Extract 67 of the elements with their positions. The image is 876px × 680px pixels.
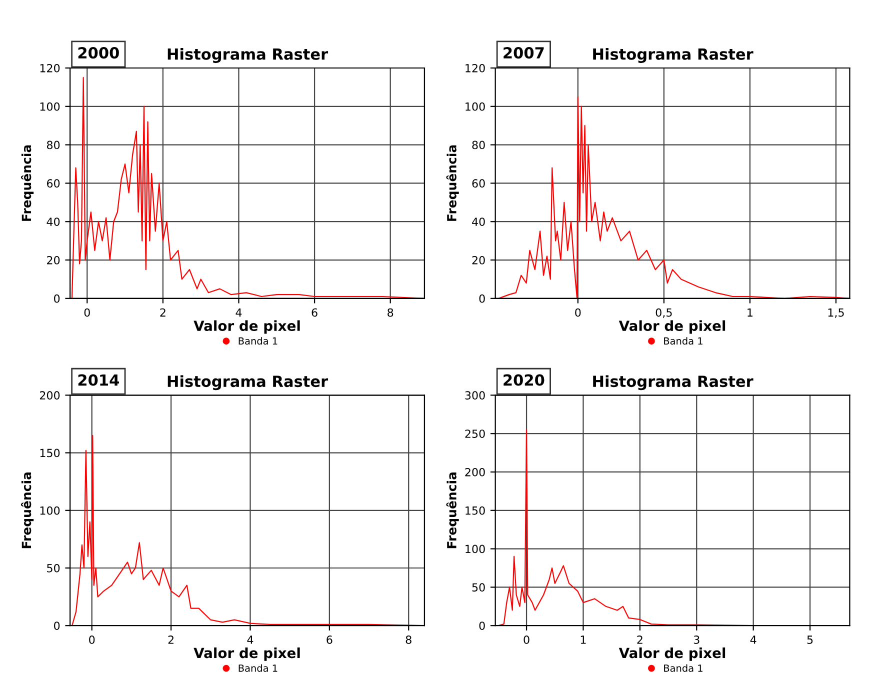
y-tick-label: 200 — [40, 391, 60, 400]
chart-title: Histograma Raster — [168, 48, 328, 63]
x-axis-title: Valor de pixel — [194, 320, 300, 334]
x-tick-label: 2 — [168, 636, 174, 644]
y-tick-label: 0 — [54, 622, 60, 630]
y-axis-title: Frequência — [446, 145, 459, 221]
y-tick-label: 150 — [40, 448, 60, 458]
x-tick-label: 0 — [84, 308, 90, 317]
x-tick-label: 1 — [748, 308, 752, 317]
y-tick-label: 0 — [479, 294, 485, 303]
y-tick-label: 20 — [47, 256, 60, 264]
y-tick-label: 300 — [465, 391, 485, 400]
text: 2007 — [504, 47, 544, 59]
x-tick-label: 4 — [247, 636, 254, 644]
y-tick-label: 50 — [47, 564, 60, 572]
x-axis-title: Valor de pixel — [618, 647, 726, 661]
x-tick-label: 0 — [524, 636, 530, 644]
text: 2020 — [504, 374, 544, 386]
y-tick-label: 0 — [479, 622, 485, 630]
x-tick-label: 4 — [750, 636, 756, 644]
legend-label: Banda 1 — [664, 664, 702, 672]
x-tick-label: 8 — [406, 636, 412, 644]
x-axis-title: Valor de pixel — [618, 320, 726, 334]
x-tick-label: 3 — [694, 636, 700, 644]
y-axis-title: Frequência — [20, 145, 34, 221]
y-tick-label: 40 — [46, 218, 60, 226]
x-tick-label: 5 — [807, 636, 813, 644]
x-tick-label: 6 — [326, 636, 332, 644]
y-tick-label: 100 — [466, 544, 485, 554]
y-tick-label: 100 — [466, 102, 485, 111]
y-tick-label: 100 — [40, 506, 60, 515]
x-tick-label: 1,5 — [828, 308, 844, 318]
x-axis-title: Valor de pixel — [194, 647, 300, 661]
x-tick-label: 0 — [89, 636, 95, 644]
legend-label: Banda 1 — [238, 337, 278, 345]
y-tick-label: 0 — [54, 294, 60, 303]
x-tick-label: 2 — [637, 636, 642, 644]
y-tick-label: 50 — [472, 583, 485, 592]
chart-title: Histograma Raster — [168, 375, 328, 390]
x-tick-label: 0 — [575, 308, 581, 317]
y-tick-label: 250 — [465, 430, 485, 438]
chart-title: Histograma Raster — [593, 48, 754, 63]
x-tick-label: 0,5 — [656, 308, 672, 318]
y-tick-label: 150 — [466, 506, 485, 515]
x-tick-label: 1 — [580, 636, 586, 644]
y-tick-label: 60 — [46, 179, 60, 188]
x-tick-label: 8 — [388, 308, 394, 317]
y-tick-label: 80 — [46, 140, 60, 150]
y-tick-label: 80 — [472, 140, 485, 150]
y-tick-label: 60 — [472, 179, 485, 188]
x-tick-label: 2 — [160, 308, 166, 317]
legend-label: Banda 1 — [238, 664, 278, 672]
x-tick-label: 6 — [312, 308, 318, 317]
y-tick-label: 120 — [40, 64, 60, 72]
y-tick-label: 40 — [472, 218, 485, 226]
y-tick-label: 120 — [466, 64, 485, 72]
y-tick-label: 200 — [465, 468, 485, 476]
x-tick-label: 4 — [236, 308, 242, 317]
text: 2014 — [78, 374, 119, 386]
y-axis-title: Frequência — [20, 472, 34, 548]
chart-title: Histograma Raster — [593, 375, 754, 390]
y-tick-label: 100 — [40, 102, 60, 111]
y-axis-title: Frequência — [446, 472, 459, 548]
y-tick-label: 20 — [472, 256, 485, 264]
line-series — [498, 96, 850, 298]
legend-label: Banda 1 — [664, 337, 702, 345]
text: 2000 — [78, 47, 119, 59]
